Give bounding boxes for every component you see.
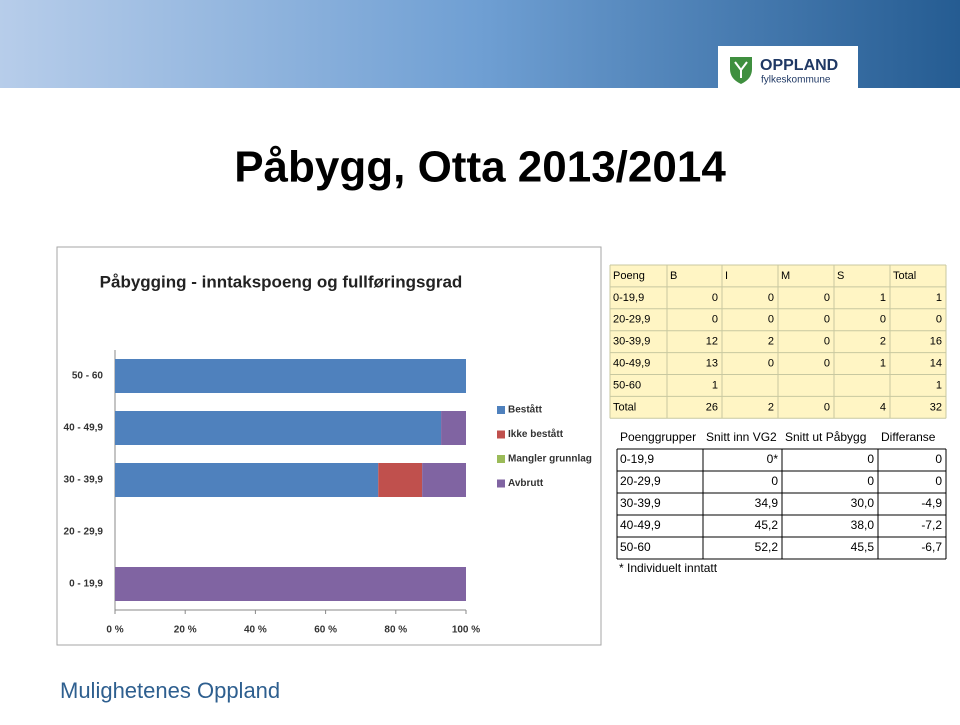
- bar-segment: [378, 463, 423, 497]
- table-cell: -6,7: [921, 540, 942, 554]
- legend-label: Ikke bestått: [508, 428, 564, 440]
- x-tick-label: 0 %: [106, 625, 123, 636]
- y-tick-label: 0 - 19,9: [69, 579, 103, 590]
- table-cell: 52,2: [755, 540, 779, 554]
- table-cell: 0: [712, 292, 718, 304]
- y-tick-label: 40 - 49,9: [64, 423, 104, 434]
- table-cell: 2: [880, 336, 886, 348]
- table-header: Poenggrupper: [620, 430, 696, 444]
- y-tick-label: 20 - 29,9: [64, 527, 104, 538]
- table-cell: 0: [935, 474, 942, 488]
- y-tick-label: 50 - 60: [72, 371, 104, 382]
- table-cell: 20-29,9: [613, 314, 650, 326]
- table-cell: 20-29,9: [620, 474, 661, 488]
- bar-segment: [115, 463, 379, 497]
- table-cell: 16: [930, 336, 942, 348]
- table-cell: 12: [706, 336, 718, 348]
- bar-segment: [115, 359, 466, 393]
- legend-swatch: [497, 430, 505, 439]
- table-cell: 38,0: [851, 518, 875, 532]
- logo-sub: fylkeskommune: [761, 75, 831, 86]
- table-cell: 40-49,9: [620, 518, 661, 532]
- legend-swatch: [497, 406, 505, 414]
- table-cell: 30-39,9: [620, 496, 661, 510]
- chart-title: Påbygging - inntakspoeng og fullføringsg…: [100, 272, 463, 291]
- legend-label: Mangler grunnlag: [508, 454, 592, 465]
- table-cell: 1: [936, 292, 942, 304]
- x-tick-label: 60 %: [314, 625, 337, 636]
- table-header: Differanse: [881, 430, 936, 444]
- table-cell: Total: [613, 401, 636, 413]
- table-cell: 1: [712, 379, 718, 391]
- table-cell: 30,0: [851, 496, 875, 510]
- bar-segment: [422, 463, 466, 497]
- table-cell: 13: [706, 357, 718, 369]
- table-header: Total: [893, 270, 916, 282]
- table-cell: 4: [880, 401, 886, 413]
- table-cell: 1: [880, 292, 886, 304]
- table-cell: 1: [880, 357, 886, 369]
- table-cell: 0: [768, 292, 774, 304]
- legend-swatch: [497, 455, 505, 463]
- x-tick-label: 100 %: [452, 625, 480, 636]
- table-cell: 2: [768, 401, 774, 413]
- x-tick-label: 80 %: [384, 625, 407, 636]
- table-cell: 40-49,9: [613, 357, 650, 369]
- footer: Mulighetenes Oppland: [60, 678, 280, 703]
- logo-name: OPPLAND: [760, 57, 838, 74]
- table-cell: 0: [824, 401, 830, 413]
- table-cell: 45,5: [851, 540, 875, 554]
- table-cell: 32: [930, 401, 942, 413]
- table-cell: 0: [936, 314, 942, 326]
- table-header: Poeng: [613, 270, 645, 282]
- table-cell: 45,2: [755, 518, 779, 532]
- table-cell: 26: [706, 401, 718, 413]
- legend-label: Bestått: [508, 404, 543, 416]
- bar-segment: [441, 411, 466, 445]
- table-header: M: [781, 270, 790, 282]
- table-cell: -4,9: [921, 496, 942, 510]
- table-cell: 0: [867, 474, 874, 488]
- table-cell: 0: [824, 357, 830, 369]
- table-cell: 14: [930, 357, 942, 369]
- table-cell: 0: [935, 452, 942, 466]
- table-header: Snitt inn VG2: [706, 430, 777, 444]
- table-header: S: [837, 270, 844, 282]
- table-cell: -7,2: [921, 518, 942, 532]
- table-cell: 0-19,9: [620, 452, 654, 466]
- bar-segment: [115, 567, 466, 601]
- table-header: B: [670, 270, 677, 282]
- table-note: * Individuelt inntatt: [619, 561, 718, 575]
- table-cell: 0: [824, 314, 830, 326]
- table-cell: 0-19,9: [613, 292, 644, 304]
- table-cell: 2: [768, 336, 774, 348]
- table-cell: 0: [867, 452, 874, 466]
- slide-title: Påbygg, Otta 2013/2014: [234, 143, 726, 192]
- table-cell: 0: [824, 292, 830, 304]
- legend-label: Avbrutt: [508, 478, 544, 489]
- x-tick-label: 40 %: [244, 625, 267, 636]
- legend-swatch: [497, 479, 505, 488]
- table-cell: 1: [936, 379, 942, 391]
- table-cell: 0*: [767, 452, 779, 466]
- table-header: Snitt ut Påbygg: [785, 430, 866, 444]
- table-cell: 50-60: [620, 540, 651, 554]
- table-cell: 0: [768, 357, 774, 369]
- table-cell: 0: [768, 314, 774, 326]
- table-cell: 0: [771, 474, 778, 488]
- table-cell: 50-60: [613, 379, 641, 391]
- table-header: I: [725, 270, 728, 282]
- table-cell: 34,9: [755, 496, 779, 510]
- table-cell: 0: [824, 336, 830, 348]
- logo-mark: [734, 61, 748, 78]
- table-cell: 0: [880, 314, 886, 326]
- table-cell: 30-39,9: [613, 336, 650, 348]
- bar-segment: [115, 411, 442, 445]
- y-tick-label: 30 - 39,9: [64, 475, 104, 486]
- x-tick-label: 20 %: [174, 625, 197, 636]
- table-cell: 0: [712, 314, 718, 326]
